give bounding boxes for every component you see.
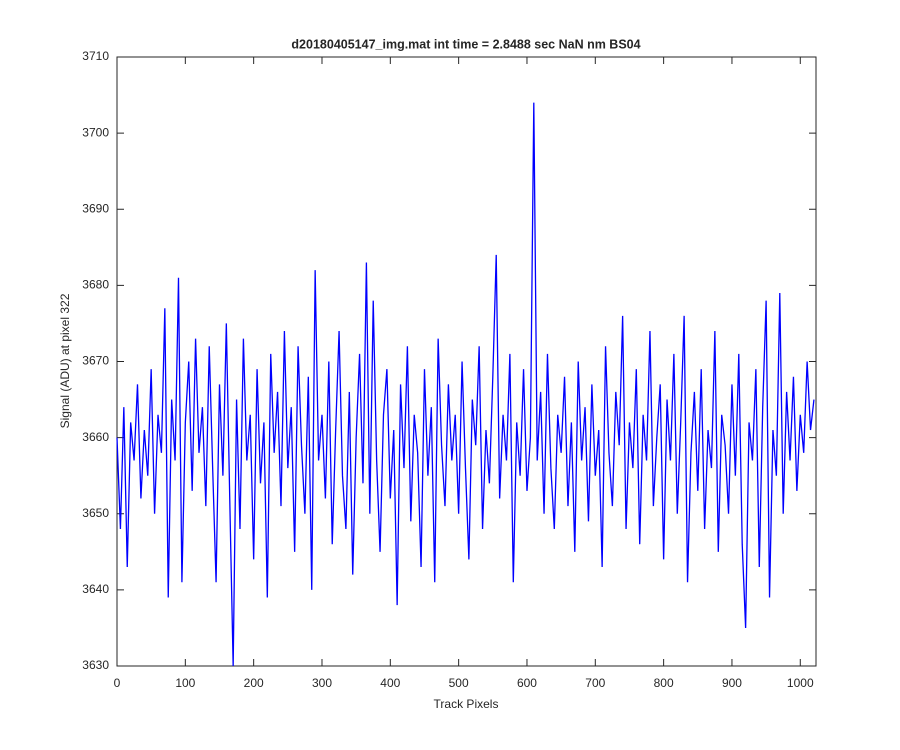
x-tick-label: 400 [380, 676, 400, 690]
x-tick-label: 800 [654, 676, 674, 690]
x-tick-label: 900 [722, 676, 742, 690]
y-tick-label: 3660 [82, 430, 109, 444]
y-axis-label: Signal (ADU) at pixel 322 [58, 293, 72, 428]
x-tick-label: 1000 [787, 676, 814, 690]
y-tick-label: 3700 [82, 125, 109, 139]
x-tick-label: 700 [585, 676, 605, 690]
x-tick-label: 0 [114, 676, 121, 690]
y-tick-label: 3690 [82, 201, 109, 215]
y-tick-label: 3630 [82, 658, 109, 672]
chart-title: d20180405147_img.mat int time = 2.8488 s… [291, 37, 640, 51]
x-tick-label: 300 [312, 676, 332, 690]
y-tick-label: 3650 [82, 506, 109, 520]
y-tick-label: 3640 [82, 582, 109, 596]
plot-box [116, 56, 817, 667]
data-line [116, 102, 815, 667]
y-tick-label: 3670 [82, 354, 109, 368]
x-tick-label: 100 [175, 676, 195, 690]
y-tick-label: 3680 [82, 278, 109, 292]
y-tick-label: 3710 [82, 49, 109, 63]
x-tick-label: 200 [244, 676, 264, 690]
x-tick-label: 600 [517, 676, 537, 690]
x-axis-label: Track Pixels [434, 697, 499, 711]
x-tick-label: 500 [449, 676, 469, 690]
